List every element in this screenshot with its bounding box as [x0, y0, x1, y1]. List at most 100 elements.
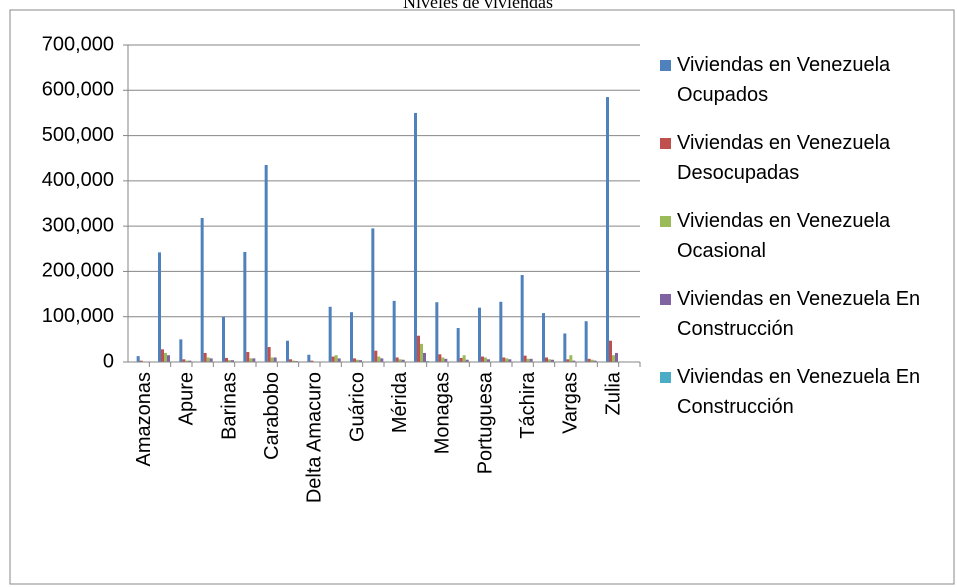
y-tick-label: 0	[103, 350, 114, 372]
bar	[615, 352, 618, 362]
legend-entry: Viviendas en Venezuela Ocupados	[660, 50, 950, 110]
bar	[484, 357, 487, 362]
legend-entry: Viviendas en Venezuela Ocasional	[660, 206, 950, 266]
bar	[487, 359, 490, 362]
bar	[462, 355, 466, 362]
bar	[188, 360, 192, 362]
bar	[606, 97, 609, 362]
bar	[441, 357, 445, 362]
bar	[286, 340, 289, 362]
bar	[267, 347, 271, 362]
bar	[380, 358, 384, 362]
bar	[249, 358, 253, 362]
bar	[337, 358, 341, 362]
bar	[203, 352, 207, 362]
chart-border	[9, 9, 955, 585]
bar	[182, 359, 186, 362]
legend: Viviendas en Venezuela Ocupados Viviendas…	[660, 50, 950, 440]
bar	[548, 359, 551, 362]
bar	[401, 359, 405, 362]
bar	[423, 352, 426, 362]
bar	[505, 358, 509, 362]
y-tick-label: 500,000	[42, 124, 114, 146]
bar	[502, 357, 506, 362]
bar	[359, 360, 362, 362]
x-tick-label: Monagas	[432, 372, 454, 454]
bar	[353, 358, 356, 362]
bar	[417, 335, 420, 362]
bar	[465, 359, 469, 362]
bar	[587, 358, 591, 362]
legend-label: Viviendas en Venezuela En Construcción	[677, 366, 921, 418]
bar	[551, 359, 554, 362]
bar	[164, 352, 167, 362]
bar	[526, 358, 530, 362]
bar	[222, 316, 225, 362]
bar	[356, 359, 359, 362]
bar	[331, 356, 335, 362]
bar	[292, 360, 295, 362]
y-tick-label: 400,000	[42, 169, 114, 191]
bar	[264, 165, 268, 362]
x-tick-label: Carabobo	[261, 372, 283, 460]
bar	[563, 333, 567, 362]
bar	[569, 355, 573, 362]
x-tick-label: Portuguesa	[474, 371, 496, 474]
bar	[328, 306, 332, 362]
bar	[459, 357, 463, 362]
bar	[225, 357, 228, 362]
bar	[161, 349, 164, 362]
legend-label: Viviendas en Venezuela Desocupadas	[677, 132, 891, 184]
bar	[508, 359, 512, 362]
bar	[529, 358, 533, 362]
bar	[231, 360, 234, 362]
x-tick-label: Vargas	[560, 372, 582, 434]
x-tick-label: Amazonas	[133, 372, 155, 467]
x-tick-label: Delta Amacuro	[304, 372, 326, 503]
bar	[158, 252, 161, 362]
legend-label: Viviendas en Venezuela Ocasional	[677, 210, 891, 262]
legend-swatch	[660, 60, 671, 71]
x-tick-label: Zulia	[602, 371, 624, 415]
x-tick-label: Mérida	[389, 371, 411, 433]
bar	[523, 355, 527, 362]
bar	[136, 356, 140, 362]
y-tick-label: 200,000	[42, 260, 114, 282]
bar	[350, 312, 353, 362]
bar	[590, 359, 594, 362]
bar	[200, 217, 204, 362]
x-tick-label: Táchira	[517, 371, 539, 439]
bar	[444, 358, 448, 362]
bar	[371, 228, 375, 362]
legend-entry: Viviendas en Venezuela En Construcción	[660, 362, 950, 422]
bar	[374, 350, 378, 362]
bar	[334, 355, 338, 362]
bar	[377, 356, 381, 362]
y-tick-label: 600,000	[42, 79, 114, 101]
bar	[520, 275, 524, 362]
bar	[438, 354, 442, 362]
bar	[478, 307, 481, 362]
bar	[414, 112, 417, 362]
y-tick-label: 300,000	[42, 214, 114, 236]
bar	[566, 359, 570, 362]
legend-swatch	[660, 138, 671, 149]
bar	[206, 357, 210, 362]
bar	[499, 301, 503, 362]
legend-swatch	[660, 294, 671, 305]
legend-swatch	[660, 372, 671, 383]
bar	[252, 358, 256, 362]
bar	[243, 251, 247, 362]
bar	[584, 321, 588, 362]
bar	[139, 360, 143, 362]
bar	[392, 300, 396, 362]
bar	[209, 358, 213, 362]
bar	[456, 328, 460, 362]
bar	[289, 359, 292, 362]
bar	[420, 343, 423, 362]
bar	[572, 360, 576, 362]
x-tick-label: Apure	[176, 372, 198, 425]
bar	[612, 355, 615, 362]
